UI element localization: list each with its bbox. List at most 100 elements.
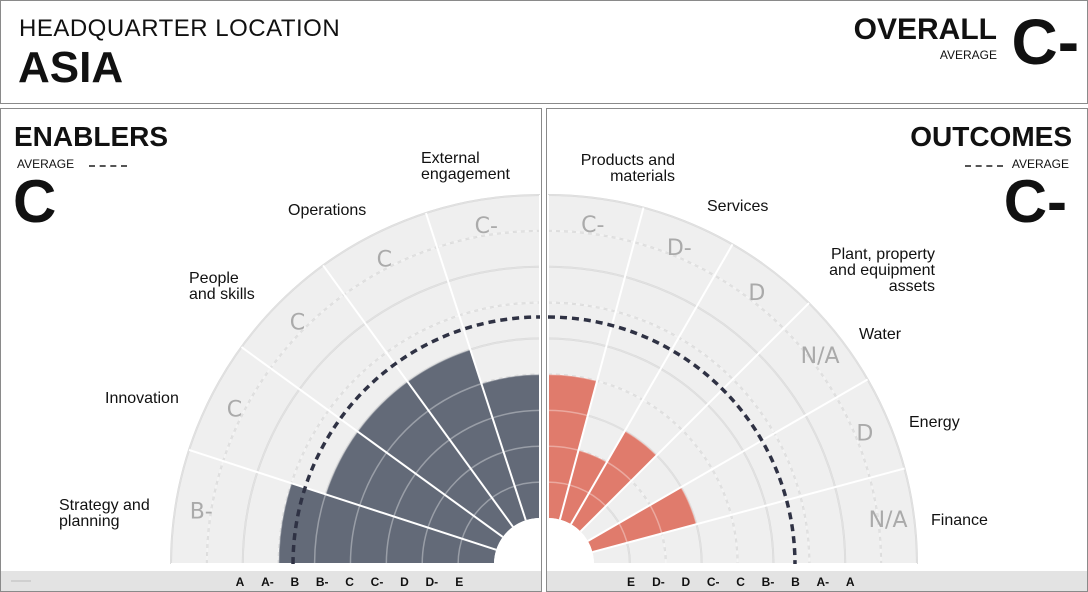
category-label: Innovation: [105, 390, 179, 407]
bar-ring-overlay: [349, 373, 541, 565]
sector-divider: [587, 378, 869, 542]
scale-label: D: [400, 575, 409, 589]
enablers-average-legend-line: [89, 165, 127, 167]
average-arc: [547, 315, 797, 565]
bar-strategy-and-planning: [278, 483, 497, 564]
average-arc: [291, 315, 541, 565]
category-label-line: Plant, property: [831, 246, 935, 263]
scale-label: B-: [316, 575, 329, 589]
category-label-line: Operations: [288, 202, 366, 219]
scale-label: C: [736, 575, 745, 589]
scale-label: E: [455, 575, 463, 589]
scale-label: A-: [261, 575, 274, 589]
category-label-line: assets: [889, 278, 935, 295]
scale-label: D-: [652, 575, 665, 589]
category-label: Strategy and planning: [59, 497, 150, 530]
sector-grade: N/A: [869, 508, 908, 533]
bar-ring-overlay: [277, 301, 541, 565]
category-label-line: Energy: [909, 414, 960, 431]
bar-ring-overlay: [457, 481, 541, 565]
sector-divider: [240, 346, 504, 538]
category-label: External engagement: [421, 150, 511, 183]
bar-ring-overlay: [206, 230, 541, 565]
bar-services: [559, 450, 607, 525]
sector-divider: [425, 212, 527, 521]
overall-average-label: AVERAGE: [939, 48, 997, 62]
sector-grade: D-: [667, 236, 692, 261]
category-label-line: Innovation: [105, 390, 179, 407]
scale-label: E: [627, 575, 635, 589]
category-label: Products and materials: [581, 152, 675, 185]
category-label: Services: [707, 198, 768, 215]
outcomes-title: OUTCOMES: [910, 121, 1072, 152]
bar-ring-overlay: [313, 337, 541, 565]
scale-label: D-: [425, 575, 438, 589]
sector-grade: D: [856, 422, 873, 447]
scale-label: B-: [762, 575, 775, 589]
sector-divider: [322, 264, 514, 528]
scale-label: C-: [371, 575, 384, 589]
sector-grade: C-: [581, 213, 604, 238]
enablers-average-label: AVERAGE: [17, 157, 75, 171]
header-panel: HEADQUARTER LOCATION ASIA OVERALL AVERAG…: [0, 0, 1088, 104]
outcomes-grade: C-: [1003, 168, 1067, 235]
hq-label: HEADQUARTER LOCATION: [19, 15, 341, 42]
sector-grade: C-: [475, 214, 498, 239]
footer-bar: [547, 571, 1087, 591]
category-label: Operations: [288, 202, 366, 219]
category-label-line: Water: [859, 326, 902, 343]
bar-ring-overlay: [385, 409, 541, 565]
category-label: People and skills: [189, 270, 255, 303]
bar-operations: [407, 349, 526, 527]
category-label-line: and skills: [189, 286, 255, 303]
grid-ring-minor: [547, 301, 811, 565]
sector-grade: N/A: [801, 344, 840, 369]
sector-divider: [579, 302, 810, 533]
category-label: Plant, property and equipment assets: [829, 246, 935, 295]
category-label-line: External: [421, 150, 480, 167]
bar-products-and-materials: [548, 374, 598, 520]
enablers-grade: C: [13, 168, 57, 235]
scale-label: B: [290, 575, 299, 589]
sector-divider: [592, 467, 905, 554]
outcomes-chart: C- Products and materials D- Services D Plant,…: [547, 152, 1087, 591]
category-label: Finance: [931, 512, 988, 529]
hq-value: ASIA: [18, 43, 124, 92]
scale-label: A: [846, 575, 855, 589]
sector-grade: B-: [190, 499, 213, 524]
bar-ring-overlay: [170, 194, 541, 565]
category-label: Water: [859, 326, 902, 343]
bar-people-and-skills: [357, 381, 513, 537]
scale-label: A: [236, 575, 245, 589]
scale-label: D: [681, 575, 690, 589]
category-label-line: engagement: [421, 166, 511, 183]
category-label-line: People: [189, 270, 239, 287]
category-label: Energy: [909, 414, 960, 431]
category-label-line: planning: [59, 513, 120, 530]
footer-bar: [1, 571, 541, 591]
category-label-line: Strategy and: [59, 497, 150, 514]
outcomes-panel: C- Products and materials D- Services D Plant,…: [546, 108, 1088, 592]
bar-energy: [587, 487, 697, 553]
category-label-line: Finance: [931, 512, 988, 529]
grid-ring: [170, 194, 541, 565]
grid-ring: [241, 265, 541, 565]
scale-label: A-: [816, 575, 829, 589]
enablers-chart: B- Strategy and planning C Innovation C People…: [1, 150, 541, 591]
sector-grade: D: [748, 281, 765, 306]
bar-ring-overlay: [242, 266, 541, 565]
outcomes-average-legend-line: [965, 165, 1003, 167]
sector-background: [559, 207, 733, 525]
scale-label: C-: [707, 575, 720, 589]
overall-grade: C-: [1011, 6, 1079, 78]
enablers-panel: B- Strategy and planning C Innovation C People…: [0, 108, 542, 592]
scale-label: B: [791, 575, 800, 589]
sector-grade: C: [227, 397, 242, 422]
sector-divider: [570, 243, 734, 525]
bar-plant-property-and-equipment-assets: [571, 430, 657, 532]
category-label-line: Services: [707, 198, 768, 215]
sector-divider: [558, 207, 645, 520]
scale-label: C: [345, 575, 354, 589]
category-label-line: and equipment: [829, 262, 935, 279]
bar-ring-overlay: [421, 445, 541, 565]
